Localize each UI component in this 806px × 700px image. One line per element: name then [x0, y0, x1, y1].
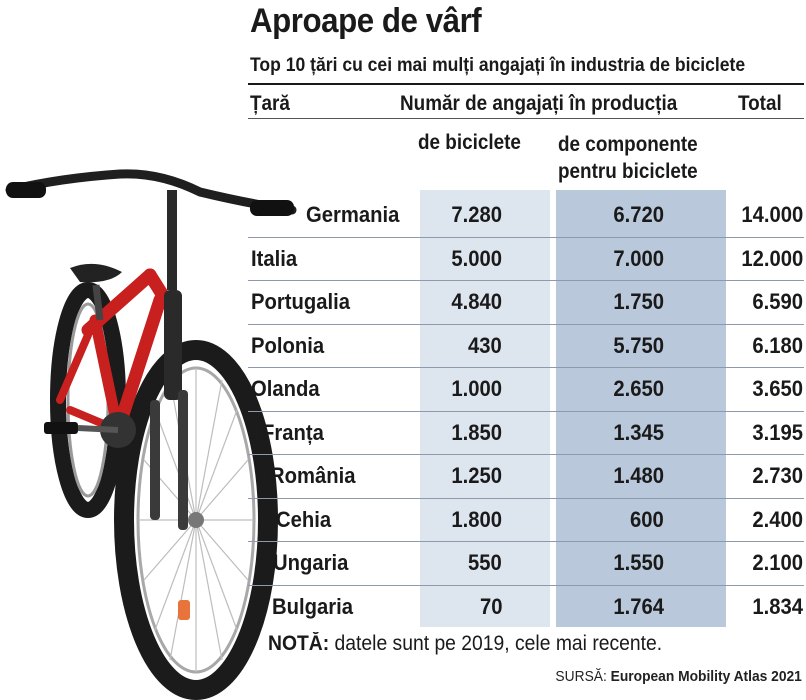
- total-cell: 6.590: [752, 289, 803, 314]
- note-text: datele sunt pe 2019, cele mai recente.: [329, 632, 663, 655]
- source: SURSĂ: European Mobility Atlas 2021: [556, 668, 802, 685]
- country-cell: Cehia: [276, 506, 332, 532]
- header-bikes: de biciclete: [418, 131, 521, 154]
- total-cell: 3.650: [752, 376, 803, 401]
- components-cell: 5.750: [613, 332, 664, 358]
- total-cell: 1.834: [752, 593, 803, 619]
- source-label: SURSĂ:: [555, 668, 611, 685]
- row-separator: [248, 280, 804, 281]
- table-row: Franța 1.850 1.345 3.195: [0, 412, 806, 455]
- bikes-column-band: [420, 190, 550, 627]
- components-cell: 1.764: [613, 593, 664, 619]
- table-row: Ungaria 550 1.550 2.100: [0, 542, 806, 586]
- components-cell: 6.720: [613, 202, 664, 227]
- note: NOTĂ: datele sunt pe 2019, cele mai rece…: [268, 632, 662, 656]
- bicycle-illustration: [5, 169, 297, 700]
- header-rule: [248, 118, 804, 119]
- total-cell: 2.400: [752, 506, 803, 532]
- source-text: European Mobility Atlas 2021: [610, 668, 802, 685]
- country-cell: Bulgaria: [272, 593, 353, 619]
- bikes-cell: 70: [479, 593, 502, 619]
- bikes-cell: 4.840: [451, 289, 502, 314]
- components-cell: 1.550: [613, 550, 664, 575]
- crankset: [44, 412, 136, 448]
- header-country: Țară: [250, 92, 290, 115]
- components-cell: 7.000: [613, 245, 664, 271]
- components-cell: 1.750: [613, 289, 664, 314]
- bikes-cell: 5.000: [451, 245, 502, 271]
- total-cell: 2.100: [752, 550, 803, 575]
- row-separator: [248, 236, 804, 238]
- country-cell: Polonia: [251, 332, 325, 358]
- header-components-line2: pentru biciclete: [558, 160, 698, 183]
- header-employee-group: Număr de angajați în producția: [400, 92, 678, 115]
- header-components-line1: de componente: [558, 133, 698, 156]
- total-cell: 6.180: [752, 332, 803, 358]
- table-row: Germania 7.280 6.720 14.000: [0, 194, 806, 238]
- total-cell: 12.000: [741, 245, 803, 271]
- row-separator: [248, 541, 804, 542]
- table-row: Bulgaria 70 1.764 1.834: [0, 586, 806, 630]
- components-cell: 1.480: [613, 463, 664, 488]
- components-cell: 2.650: [613, 376, 664, 401]
- bikes-cell: 1.800: [451, 506, 502, 532]
- row-separator: [248, 323, 804, 325]
- country-cell: Portugalia: [251, 289, 350, 314]
- row-separator: [248, 584, 804, 586]
- country-cell: Franța: [262, 419, 324, 445]
- bikes-cell: 7.280: [451, 202, 502, 227]
- bikes-cell: 550: [468, 550, 502, 575]
- country-cell: Olanda: [251, 376, 320, 401]
- country-cell: Italia: [251, 245, 298, 271]
- header-components: de componente pentru biciclete: [558, 131, 698, 185]
- row-separator: [248, 410, 804, 412]
- total-cell: 2.730: [752, 463, 803, 488]
- components-column-band: [556, 190, 726, 627]
- bikes-cell: 430: [468, 332, 502, 358]
- components-cell: 1.345: [613, 419, 664, 445]
- table-row: Polonia 430 5.750 6.180: [0, 325, 806, 368]
- country-cell: România: [270, 463, 356, 488]
- table-row: Italia 5.000 7.000 12.000: [0, 238, 806, 281]
- country-cell: Ungaria: [273, 550, 349, 575]
- bikes-cell: 1.250: [451, 463, 502, 488]
- row-separator: [248, 454, 804, 455]
- page-subtitle: Top 10 țări cu cei mai mulți angajați în…: [250, 54, 746, 76]
- total-cell: 3.195: [752, 419, 803, 445]
- row-separator: [248, 497, 804, 499]
- header-total: Total: [738, 92, 782, 115]
- seat: [70, 263, 122, 321]
- country-cell: Germania: [306, 202, 400, 227]
- note-label: NOTĂ:: [268, 632, 330, 655]
- components-cell: 600: [630, 506, 664, 532]
- total-cell: 14.000: [741, 202, 803, 227]
- front-fork: [150, 290, 188, 530]
- bikes-cell: 1.000: [451, 376, 502, 401]
- table-row: Olanda 1.000 2.650 3.650: [0, 368, 806, 412]
- page-title: Aproape de vârf: [250, 2, 482, 40]
- table-row: Portugalia 4.840 1.750 6.590: [0, 281, 806, 325]
- row-separator: [248, 367, 804, 368]
- table-row: Cehia 1.800 600 2.400: [0, 499, 806, 542]
- bikes-cell: 1.850: [451, 419, 502, 445]
- table-row: România 1.250 1.480 2.730: [0, 455, 806, 499]
- top-rule: [248, 83, 804, 85]
- handlebar: [5, 169, 297, 290]
